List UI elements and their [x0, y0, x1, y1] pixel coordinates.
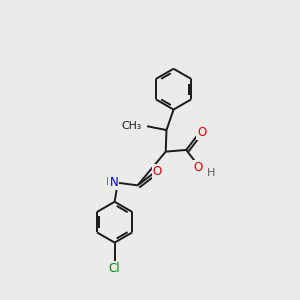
Text: Cl: Cl: [109, 262, 120, 275]
Text: O: O: [197, 126, 207, 139]
Text: H: H: [207, 168, 215, 178]
Text: O: O: [152, 165, 162, 178]
Text: CH₃: CH₃: [122, 121, 142, 131]
Text: H: H: [106, 177, 115, 187]
Text: O: O: [193, 160, 203, 174]
Text: N: N: [110, 176, 118, 189]
